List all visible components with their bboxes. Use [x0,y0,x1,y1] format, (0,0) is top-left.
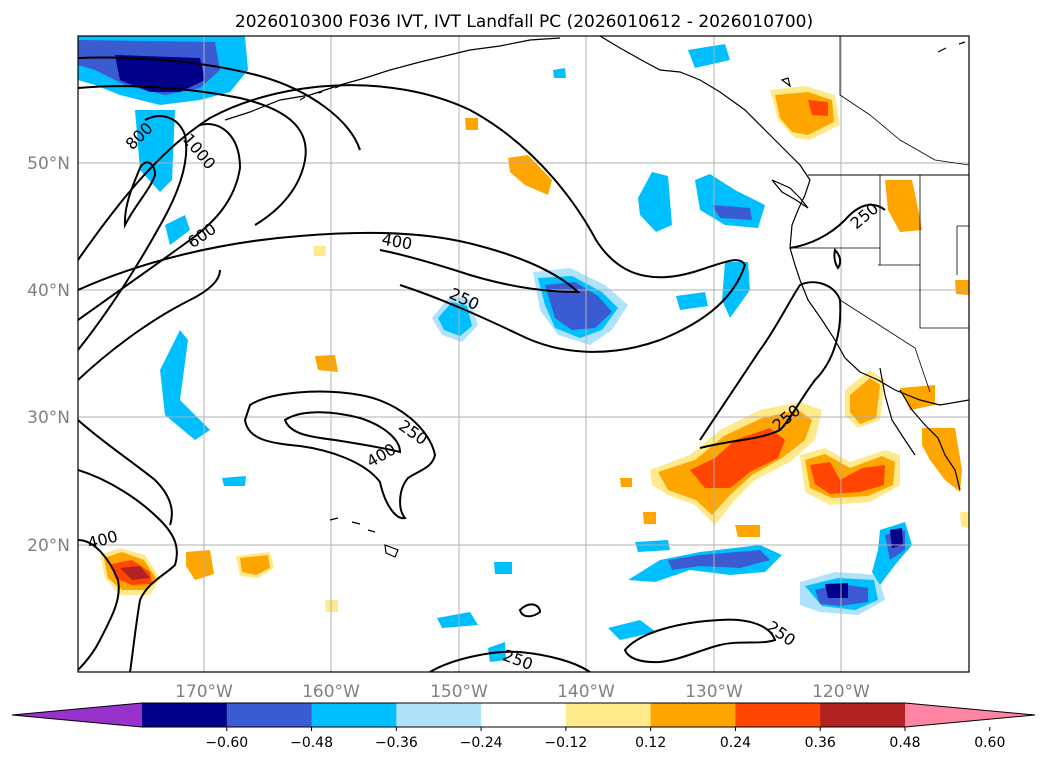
colorbar-tick-label: −0.24 [460,735,503,751]
colorbar-tick-label: −0.36 [375,735,418,751]
colorbar-bin [142,703,228,727]
lon-tick-label: 160°W [302,682,360,702]
colorbar-extend-max [905,703,1035,727]
map-panel: 800 1000 600 400 250 250 400 250 250 400… [78,36,969,672]
lat-tick-label: 20°N [27,536,70,556]
positive-pc-shading [100,86,969,612]
coastlines [224,36,969,558]
lon-tick-label: 130°W [685,682,743,702]
colorbar-bin [735,703,821,727]
colorbar-bin [226,703,313,727]
colorbar-bin [311,703,397,727]
longitude-axis: 170°W 160°W 150°W 140°W 130°W 120°W [175,682,870,702]
colorbar-tick-label: 0.12 [635,735,666,751]
colorbar-tick-label: −0.60 [205,735,248,751]
latitude-axis: 50°N 40°N 30°N 20°N [27,154,70,556]
lon-tick-label: 120°W [812,682,870,702]
lon-tick-label: 140°W [557,682,615,702]
lon-tick-label: 170°W [175,682,233,702]
lon-tick-label: 150°W [430,682,488,702]
colorbar-tick-label: 0.36 [805,735,836,751]
figure-title: 2026010300 F036 IVT, IVT Landfall PC (20… [235,12,813,32]
colorbar-bin [820,703,906,727]
colorbar-tick-label: 0.24 [720,735,751,751]
lat-tick-label: 50°N [27,154,70,174]
colorbar-outline [11,702,1036,728]
map-gridlines [78,36,969,672]
colorbar-tick-label: −0.12 [544,735,587,751]
lat-tick-label: 30°N [27,408,70,428]
colorbar: −0.60 −0.48 −0.36 −0.24 −0.12 0.12 0.24 0.36 0.4… [11,702,1036,751]
map-frame [77,35,970,673]
ivt-contours [78,56,886,672]
colorbar-bin [565,703,652,727]
colorbar-tick-label: 0.48 [889,735,920,751]
colorbar-bin [481,703,567,727]
colorbar-bin [396,703,482,727]
colorbar-extend-min [12,703,142,727]
colorbar-tick-label: 0.60 [974,735,1005,751]
colorbar-tick-label: −0.48 [290,735,333,751]
colorbar-bin [650,703,736,727]
lat-tick-label: 40°N [27,281,70,301]
